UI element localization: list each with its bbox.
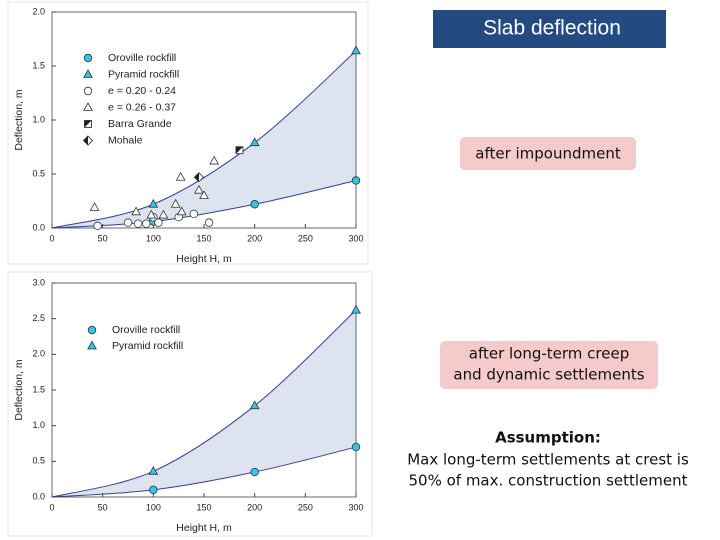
legend-label: Barra Grande	[108, 118, 172, 130]
y-tick-label: 1.5	[32, 60, 45, 70]
x-tick-label: 300	[348, 233, 363, 243]
x-tick-label: 0	[49, 502, 54, 512]
x-tick-label: 150	[196, 502, 211, 512]
assumption-text: 50% of max. construction settlement	[408, 472, 687, 490]
point	[204, 218, 214, 227]
point-part	[235, 146, 243, 154]
point-part	[83, 136, 88, 145]
legend-marker	[84, 120, 92, 128]
assumption-heading: Assumption:	[495, 429, 601, 447]
note-text: after impoundment	[475, 145, 621, 163]
legend-label: Pyramid rockfill	[112, 340, 183, 352]
y-tick-label: 2.0	[32, 349, 45, 359]
legend-marker	[82, 135, 94, 146]
point	[131, 206, 141, 216]
point	[123, 218, 133, 227]
point	[250, 467, 259, 477]
y-tick-label: 2.0	[32, 6, 45, 16]
x-tick-label: 0	[49, 233, 54, 243]
x-axis-title: Height H, m	[176, 522, 232, 534]
point	[351, 304, 361, 314]
y-tick-label: 2.5	[32, 313, 45, 323]
point	[249, 137, 260, 147]
envelope-curve	[51, 50, 357, 229]
legend-label: e = 0.26 - 0.37	[108, 101, 176, 113]
note-text: after long-term creep	[469, 345, 630, 363]
x-tick-label: 100	[146, 233, 161, 243]
legend-label: Pyramid rockfill	[108, 68, 179, 80]
y-tick-label: 0.5	[32, 168, 45, 178]
envelope-curve	[51, 309, 357, 498]
point	[148, 198, 159, 208]
point	[199, 190, 209, 200]
envelope-band	[52, 310, 356, 497]
y-tick-label: 1.0	[32, 114, 45, 124]
x-tick-label: 200	[247, 233, 262, 243]
point	[250, 200, 259, 209]
point	[351, 176, 361, 185]
slide-title: Slab deflection	[483, 17, 621, 40]
point	[146, 209, 157, 219]
legend-marker	[83, 69, 93, 78]
point	[189, 209, 199, 219]
y-tick-label: 1.0	[32, 420, 45, 430]
x-tick-label: 100	[146, 502, 161, 512]
legend-marker	[87, 340, 97, 350]
point	[158, 209, 169, 219]
point-part	[194, 172, 199, 182]
point	[170, 198, 181, 208]
assumption-text: Max long-term settlements at crest is	[407, 451, 689, 469]
point	[175, 171, 186, 181]
x-tick-label: 150	[196, 233, 211, 243]
point	[209, 155, 220, 165]
y-tick-label: 3.0	[32, 277, 45, 287]
x-tick-label: 50	[98, 233, 108, 243]
y-tick-label: 0.0	[32, 222, 45, 232]
x-axis-title: Height H, m	[176, 253, 232, 265]
note-text: and dynamic settlements	[453, 366, 644, 384]
x-tick-label: 50	[98, 502, 108, 512]
y-tick-label: 0.5	[32, 456, 45, 466]
point	[194, 184, 204, 194]
note-box	[460, 137, 636, 170]
legend-marker	[87, 325, 97, 335]
x-tick-label: 250	[298, 502, 313, 512]
point	[148, 466, 159, 475]
note-box	[440, 341, 658, 389]
point	[176, 206, 187, 216]
y-tick-label: 0.0	[32, 491, 45, 501]
point	[351, 442, 361, 452]
point	[93, 221, 102, 231]
point	[249, 400, 260, 410]
legend-marker	[83, 86, 93, 96]
legend-label: Oroville rockfill	[112, 324, 180, 336]
point	[351, 45, 361, 55]
envelope-band	[52, 50, 356, 228]
point	[133, 219, 143, 228]
title-box	[433, 10, 666, 48]
x-tick-label: 200	[247, 502, 262, 512]
y-tick-label: 1.5	[32, 384, 45, 394]
point	[89, 202, 100, 211]
point	[193, 172, 204, 183]
point	[154, 218, 163, 227]
point-part	[84, 120, 92, 128]
legend-marker	[83, 53, 93, 63]
y-axis-title: Deflection, m	[13, 359, 25, 421]
envelope-curve	[51, 446, 357, 498]
point	[235, 146, 244, 155]
legend-marker	[83, 102, 93, 111]
y-axis-title: Deflection, m	[13, 89, 25, 151]
point	[149, 485, 158, 495]
x-tick-label: 300	[348, 502, 363, 512]
legend-label: e = 0.20 - 0.24	[108, 85, 176, 97]
x-tick-label: 250	[298, 233, 313, 243]
point	[142, 219, 151, 228]
legend-label: Oroville rockfill	[108, 52, 176, 64]
legend-label: Mohale	[108, 134, 143, 146]
